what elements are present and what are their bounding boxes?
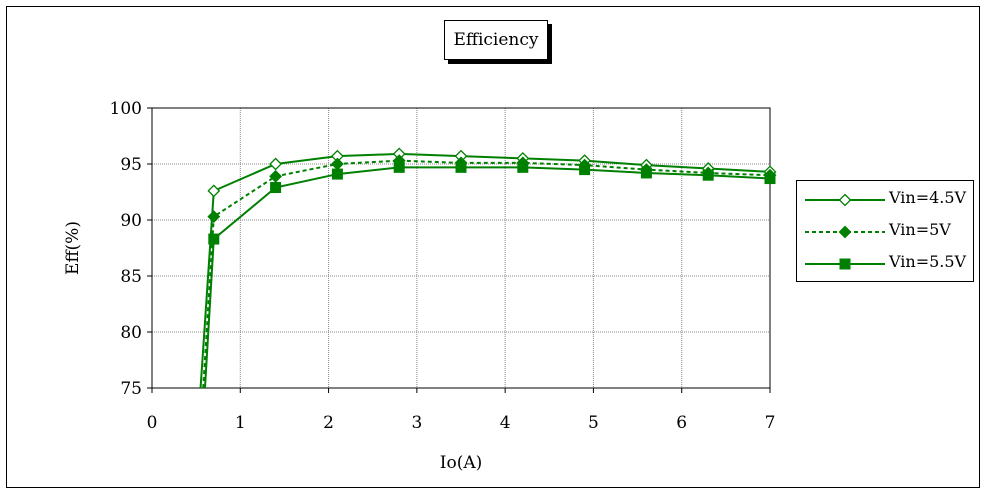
series-1-point-2 [269, 157, 283, 171]
legend-label-1: Vin=4.5V [889, 188, 967, 207]
plot-border [151, 107, 771, 389]
legend-item-2: Vin=5V [797, 217, 973, 247]
y-tick-label-0: 75 [120, 379, 142, 399]
series-3-point-7 [579, 164, 591, 176]
x-tick-label-6: 6 [676, 413, 687, 433]
series-3-point-4 [393, 161, 405, 173]
axes [147, 107, 771, 393]
series-3-point-1 [208, 233, 220, 245]
y-tick-label-3: 90 [120, 211, 142, 231]
legend-item-3: Vin=5.5V [797, 249, 973, 279]
series-3-point-10 [764, 173, 776, 185]
legend: Vin=4.5V Vin=5V Vin=5.5V [796, 180, 974, 282]
legend-item-1: Vin=4.5V [797, 185, 973, 215]
y-tick-label-1: 80 [120, 323, 142, 343]
y-tick-label-2: 85 [120, 267, 142, 287]
legend-label-2: Vin=5V [889, 220, 951, 239]
x-tick-label-7: 7 [765, 413, 776, 433]
x-tick-label-3: 3 [411, 413, 422, 433]
y-tick-label-5: 100 [110, 99, 142, 119]
series-1-point-1 [207, 184, 221, 198]
x-tick-label-0: 0 [147, 413, 158, 433]
series-3-point-8 [640, 167, 652, 179]
series-2-point-2 [269, 169, 283, 183]
legend-swatch-3 [805, 258, 885, 270]
series-3-point-2 [270, 182, 282, 194]
series-2-point-1 [207, 210, 221, 224]
legend-marker-2 [838, 225, 852, 239]
legend-marker-3 [839, 258, 851, 270]
series-3-point-5 [455, 161, 467, 173]
series-3-point-9 [702, 169, 714, 181]
x-tick-label-4: 4 [500, 413, 511, 433]
series-3-point-6 [517, 161, 529, 173]
legend-marker-1 [838, 193, 852, 207]
y-tick-label-4: 95 [120, 155, 142, 175]
series-layer [199, 147, 777, 389]
y-axis-label: Eff(%) [63, 221, 83, 275]
series-line-2 [202, 159, 771, 389]
x-tick-label-1: 1 [235, 413, 246, 433]
x-tick-label-2: 2 [323, 413, 334, 433]
chart-title-box: Efficiency [444, 20, 552, 64]
legend-swatch-2 [805, 225, 885, 239]
x-tick-label-5: 5 [588, 413, 599, 433]
series-3 [203, 161, 776, 389]
series-3-point-3 [331, 168, 343, 180]
chart-title: Efficiency [444, 20, 548, 60]
legend-swatch-1 [805, 193, 885, 207]
legend-label-3: Vin=5.5V [889, 252, 967, 271]
x-axis-label: Io(A) [440, 453, 483, 473]
tick-labels: 0 1 2 3 4 5 6 7 75 80 85 90 95 100 [110, 99, 776, 433]
